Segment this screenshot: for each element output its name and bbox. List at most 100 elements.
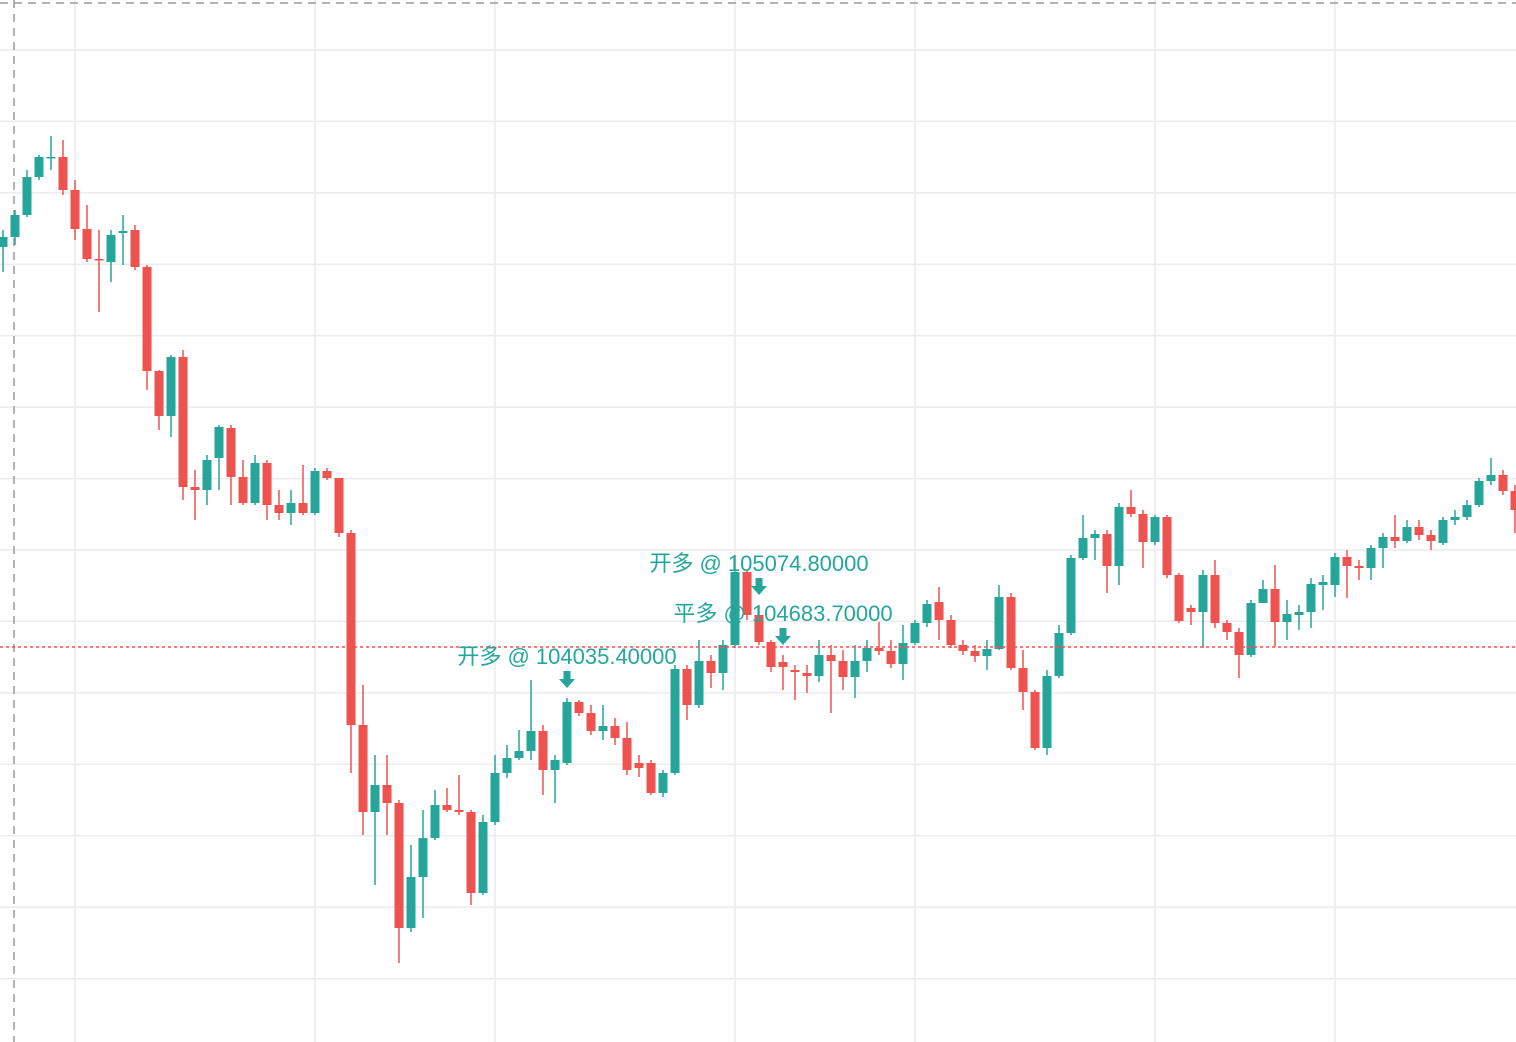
candle-body — [1258, 589, 1268, 603]
candle-body — [238, 477, 248, 503]
candle-body — [478, 822, 488, 893]
annotation-arrow — [775, 628, 791, 645]
candle-body — [850, 661, 860, 677]
candle-body — [322, 471, 332, 478]
candle-body — [298, 503, 308, 513]
candle-body — [682, 669, 692, 705]
candle-body — [418, 838, 428, 877]
candle-body — [1270, 589, 1280, 622]
candle-body — [1018, 668, 1028, 692]
candle-body — [1330, 557, 1340, 585]
candle-body — [802, 673, 812, 676]
candle-body — [1462, 505, 1472, 517]
candle-body — [214, 427, 224, 458]
candle-body — [34, 157, 44, 177]
annotation-arrow — [559, 671, 575, 688]
candle-body — [1390, 537, 1400, 541]
candle-body — [646, 763, 656, 793]
candle-body — [610, 726, 620, 738]
candle-body — [70, 190, 80, 229]
candle-body — [202, 460, 212, 490]
candle-body — [454, 810, 464, 812]
candle-body — [334, 478, 344, 533]
candle-body — [1078, 538, 1088, 558]
candle-body — [694, 661, 704, 705]
candle-body — [58, 157, 68, 190]
candle-body — [1378, 537, 1388, 548]
candle-body — [262, 463, 272, 505]
candle-body — [874, 648, 884, 651]
candle-body — [1510, 491, 1516, 510]
candle-body — [358, 725, 368, 812]
candle-body — [598, 726, 608, 731]
candle-body — [274, 505, 284, 513]
candle-body — [766, 642, 776, 667]
candle-body — [394, 803, 404, 928]
candle-body — [970, 651, 980, 656]
candle-body — [514, 751, 524, 758]
candle-body — [886, 651, 896, 664]
candle-body — [982, 649, 992, 656]
candle-body — [922, 604, 932, 623]
candle-body — [838, 661, 848, 677]
candle-body — [1450, 517, 1460, 520]
candle-body — [382, 785, 392, 803]
candle-body — [118, 231, 128, 233]
candle-body — [286, 503, 296, 513]
candle-body — [550, 760, 560, 770]
candle-body — [1294, 612, 1304, 615]
candle-body — [1366, 548, 1376, 568]
candle-body — [94, 259, 104, 261]
candle-body — [406, 877, 416, 928]
candle-body — [670, 669, 680, 773]
candle-body — [1198, 575, 1208, 612]
candle-body — [1138, 514, 1148, 542]
candle-body — [1066, 558, 1076, 633]
candle-body — [190, 487, 200, 490]
candle-body — [1030, 692, 1040, 748]
candle-body — [946, 620, 956, 645]
candle-body — [1318, 582, 1328, 585]
candle-body — [1186, 608, 1196, 612]
candle-body — [658, 773, 668, 793]
candle-body — [346, 533, 356, 725]
candle-body — [1486, 475, 1496, 481]
candle-body — [502, 758, 512, 773]
candle-body — [442, 805, 452, 810]
candle-body — [526, 731, 536, 751]
candle-body — [130, 230, 140, 267]
candle-body — [574, 702, 584, 713]
candle-body — [370, 785, 380, 812]
candle-body — [994, 597, 1004, 649]
candle-body — [934, 602, 944, 620]
candle-body — [706, 661, 716, 673]
candle-body — [1438, 520, 1448, 543]
candle-body — [718, 645, 728, 673]
candle-body — [826, 655, 836, 661]
candle-body — [490, 773, 500, 822]
candle-body — [250, 463, 260, 503]
candle-body — [1474, 481, 1484, 505]
candle-body — [1042, 676, 1052, 748]
candle-body — [1210, 575, 1220, 623]
candle-body — [142, 267, 152, 371]
annotation-label: 开多 @ 104035.40000 — [457, 644, 676, 669]
candle-body — [1282, 614, 1292, 622]
candle-body — [1402, 527, 1412, 541]
candle-body — [1306, 584, 1316, 612]
candle-body — [22, 177, 32, 215]
overlay: 开多 @ 105074.80000 平多 @ 104683.70000 开多 @ 1… — [0, 551, 1516, 688]
candle-body — [310, 471, 320, 513]
candle-body — [166, 357, 176, 416]
candle-body — [82, 229, 92, 259]
candle-body — [1054, 633, 1064, 676]
candle-body — [1114, 507, 1124, 566]
candle-body — [226, 428, 236, 477]
candle-body — [790, 670, 800, 672]
annotation-label: 开多 @ 105074.80000 — [649, 551, 868, 576]
candle-body — [154, 371, 164, 416]
candle-body — [430, 805, 440, 838]
candle-body — [10, 215, 20, 237]
